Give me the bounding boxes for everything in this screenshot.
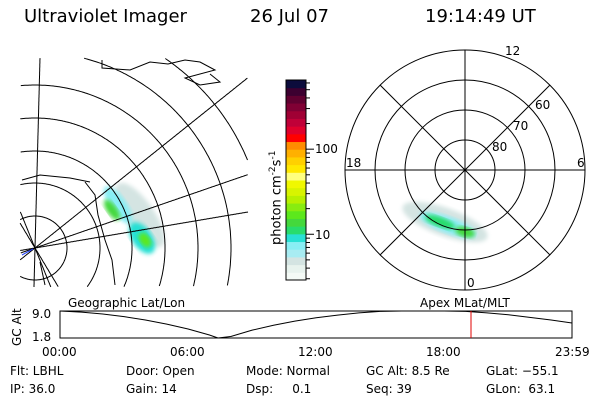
status-gain: Gain: 14 — [126, 382, 177, 396]
latitude-circle — [20, 84, 199, 287]
colorbar-swatch — [286, 164, 306, 173]
colorbar-tick-10: 10 — [315, 228, 331, 242]
ytick-1-8: 1.8 — [32, 330, 52, 344]
xtick-12: 12:00 — [298, 345, 333, 359]
xtick-6: 06:00 — [170, 345, 205, 359]
xtick-18: 18:00 — [426, 345, 461, 359]
gc-altitude-plot — [59, 310, 573, 339]
mlt-line — [379, 84, 551, 256]
polar-map-label: Apex MLat/MLT — [420, 296, 510, 310]
colorbar-swatch — [286, 172, 306, 181]
colorbar-swatch — [286, 233, 306, 243]
status-ip: IP: 36.0 — [10, 382, 56, 396]
latitude-circle — [20, 117, 166, 287]
colorbar-swatch — [286, 141, 306, 150]
mlt-label-0: 0 — [467, 276, 475, 290]
colorbar-swatch — [286, 156, 306, 166]
geo-map-label: Geographic Lat/Lon — [68, 296, 186, 310]
longitude-line — [19, 77, 248, 261]
geographic-map — [19, 57, 249, 288]
latitude-circle — [165, 58, 248, 161]
status-glat: GLat: −55.1 — [486, 364, 559, 378]
unit-sup-2: -1 — [268, 150, 278, 160]
colorbar-swatch — [286, 256, 306, 266]
colorbar-swatch — [286, 118, 306, 127]
colorbar-swatch — [286, 180, 306, 189]
colorbar-swatch — [286, 249, 306, 258]
colorbar-swatch — [286, 264, 306, 273]
instrument-title: Ultraviolet Imager — [24, 6, 187, 27]
coastline — [21, 59, 222, 286]
y-axis-label: GC Alt — [10, 308, 24, 346]
lat-label-80: 80 — [492, 140, 508, 154]
status-glon: GLon: 63.1 — [486, 382, 556, 396]
status-mode: Mode: Normal — [246, 364, 330, 378]
unit-sup-1: -2 — [268, 166, 278, 176]
colorbar-swatch — [286, 187, 306, 196]
xtick-23-59: 23:59 — [555, 345, 590, 359]
polar-aurora — [402, 201, 488, 243]
colorbar-frame — [285, 79, 307, 281]
colorbar-swatch — [286, 133, 306, 143]
aurora-blob — [103, 199, 121, 221]
xtick-0: 00:00 — [42, 345, 77, 359]
aurora-blob — [115, 182, 165, 248]
mlt-label-12: 12 — [505, 44, 521, 58]
lat-label-60: 60 — [535, 98, 551, 112]
longitude-line — [20, 211, 249, 251]
colorbar-swatch — [286, 272, 306, 281]
status-door: Door: Open — [126, 364, 195, 378]
colorbar-swatch — [286, 149, 306, 158]
colorbar-swatch — [286, 126, 306, 135]
colorbar-swatch — [286, 103, 306, 112]
colorbar-swatch — [286, 226, 306, 235]
aurora-blob — [138, 232, 152, 248]
time-label: 19:14:49 UT — [425, 6, 536, 27]
date-label: 26 Jul 07 — [250, 6, 329, 27]
colorbar-unit-label: photon cm-2s-1 — [268, 151, 284, 245]
lat-label-70: 70 — [513, 119, 529, 133]
longitude-line — [20, 174, 248, 254]
colorbar-tick-100: 100 — [315, 142, 338, 156]
ytick-9: 9.0 — [32, 307, 52, 321]
colorbar-swatch — [286, 210, 306, 219]
status-dsp: Dsp: 0.1 — [246, 382, 312, 396]
colorbar-swatch — [286, 203, 306, 212]
colorbar-swatch — [286, 110, 306, 119]
status-seq: Seq: 39 — [366, 382, 412, 396]
colorbar-swatch — [286, 95, 306, 104]
longitude-line — [19, 222, 59, 287]
latitude-circle — [20, 150, 133, 287]
polar-mlat-mlt-map — [344, 49, 586, 291]
mlt-label-6: 6 — [577, 156, 585, 170]
latitude-circle — [83, 57, 232, 286]
latitude-circle — [20, 182, 101, 287]
colorbar-swatch — [286, 218, 306, 227]
status-gc-alt: GC Alt: 8.5 Re — [366, 364, 450, 378]
unit-text: photon cm — [269, 175, 285, 245]
colorbar-swatch — [286, 195, 306, 204]
aurora-blob — [103, 186, 133, 224]
status-filter: Flt: LBHL — [10, 364, 64, 378]
unit-mid: s — [269, 159, 285, 167]
colorbar-swatch — [286, 241, 306, 250]
colorbar-swatch — [286, 87, 306, 96]
colorbar-swatch — [286, 80, 306, 89]
mlt-label-18: 18 — [346, 156, 362, 170]
plot-frame — [59, 310, 573, 339]
altitude-series-line — [59, 310, 573, 339]
aurora-blob — [424, 214, 456, 230]
sun-direction-marker — [21, 248, 34, 256]
colorbar — [285, 79, 314, 281]
